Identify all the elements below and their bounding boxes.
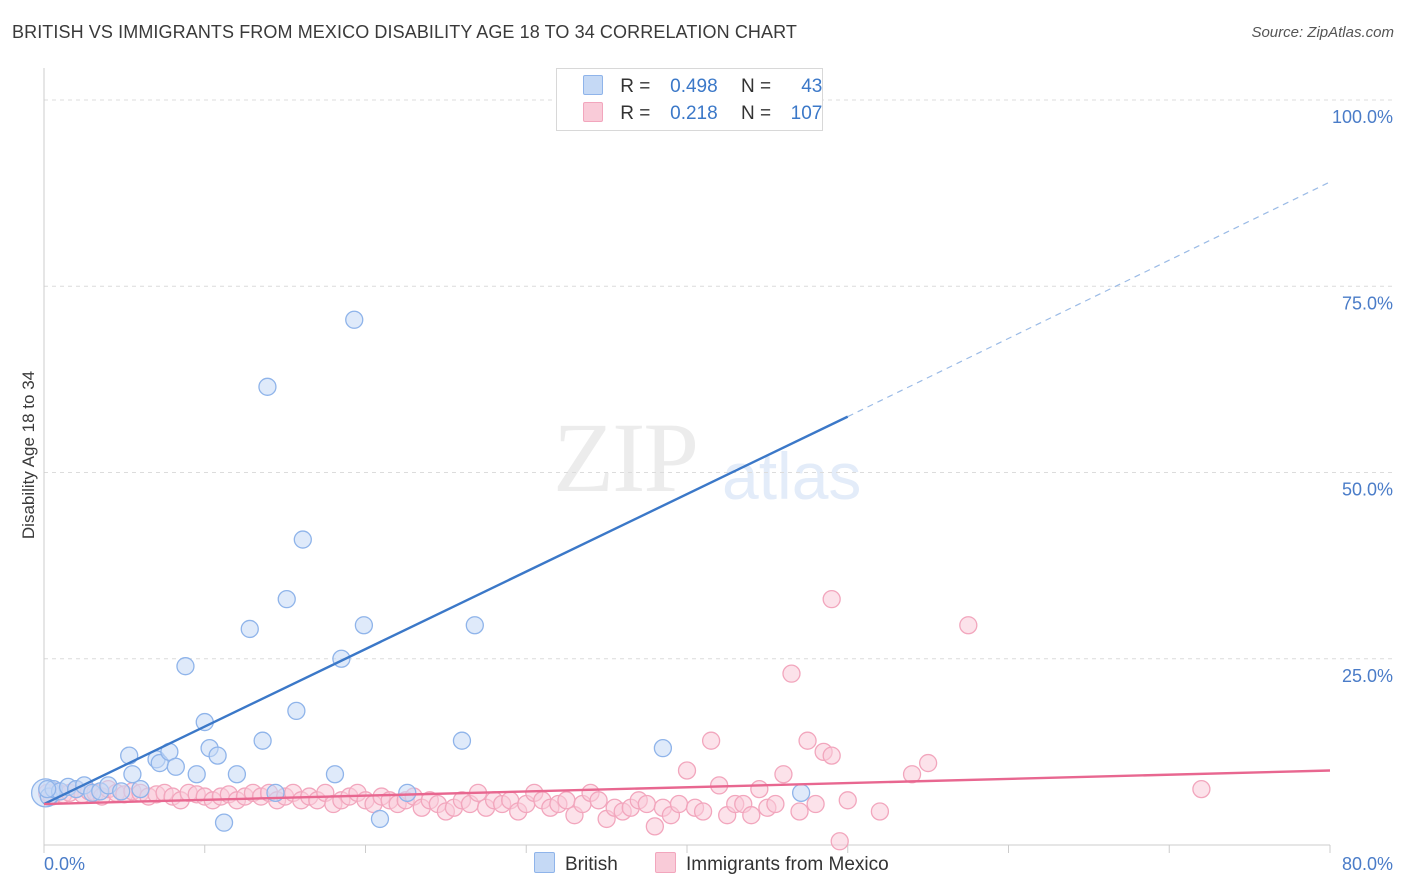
series-british	[30, 310, 811, 832]
british-point-34	[345, 310, 364, 329]
bottom-british-swatch	[534, 852, 555, 873]
x-tick-label-80: 80.0%	[1342, 854, 1393, 874]
british-point-30	[287, 701, 306, 721]
british-point-23	[214, 813, 234, 832]
british-point-18	[176, 657, 195, 676]
y-tick-label-75: 75.0%	[1342, 293, 1393, 313]
mexico-r-label: R =	[620, 103, 651, 124]
mexico-point-77	[637, 794, 656, 814]
mexico-point-85	[701, 731, 721, 750]
y-tick-label-50: 50.0%	[1342, 480, 1393, 500]
chart-title: BRITISH VS IMMIGRANTS FROM MEXICO DISABI…	[12, 22, 797, 42]
legend-box: R = 0.498 N = 43 R = 0.218 N = 107	[556, 68, 823, 131]
mexico-point-107	[822, 590, 841, 609]
mexico-swatch	[583, 102, 603, 122]
bottom-legend-british: British	[534, 852, 618, 876]
british-point-24	[227, 765, 247, 784]
british-point-39	[465, 616, 484, 635]
mexico-point-101	[830, 832, 849, 851]
british-point-19	[187, 765, 206, 784]
british-point-12	[120, 746, 139, 765]
mexico-point-78	[645, 817, 664, 836]
british-trend-line	[43, 415, 849, 806]
watermark-zip: ZIP	[553, 402, 699, 513]
legend-row-mexico: R = 0.218 N = 107	[583, 102, 822, 128]
british-point-20	[195, 712, 214, 732]
mexico-point-81	[669, 794, 689, 814]
source-label: Source: ZipAtlas.com	[1251, 24, 1394, 41]
mexico-point-84	[693, 802, 713, 821]
mexico-point-82	[677, 761, 697, 780]
y-tick-label-25: 25.0%	[1342, 666, 1393, 686]
british-point-40	[653, 739, 673, 758]
mexico-point-100	[822, 746, 841, 765]
british-point-36	[370, 809, 390, 829]
bottom-legend-mexico: Immigrants from Mexico	[655, 852, 889, 876]
mexico-point-71	[589, 791, 608, 810]
mexico-point-94	[774, 765, 793, 784]
y-axis-label: Disability Age 18 to 34	[19, 371, 38, 539]
x-tick-label-0: 0.0%	[44, 854, 85, 874]
mexico-point-108	[959, 616, 978, 635]
british-point-35	[354, 616, 374, 635]
mexico-point-104	[902, 765, 922, 784]
mexico-r-value: 0.218	[670, 103, 718, 124]
legend-row-british: R = 0.498 N = 43	[583, 75, 822, 101]
british-point-37	[398, 783, 417, 802]
british-point-25	[240, 619, 259, 639]
british-point-41	[791, 783, 811, 802]
mexico-point-90	[742, 806, 761, 825]
mexico-point-98	[806, 794, 825, 814]
trend-lines	[43, 181, 1331, 806]
axes	[43, 68, 1331, 853]
british-n-label: N =	[740, 76, 772, 97]
y-tick-label-100: 100.0%	[1332, 107, 1393, 127]
british-point-31	[293, 530, 312, 549]
british-point-26	[253, 731, 272, 750]
bottom-mexico-swatch	[655, 852, 676, 873]
mexico-trend-line	[43, 769, 1331, 806]
british-r-label: R =	[620, 76, 651, 97]
series-mexico	[38, 590, 1211, 851]
british-point-10	[112, 782, 131, 801]
british-point-38	[452, 731, 472, 750]
british-point-22	[208, 746, 227, 765]
bottom-mexico-label: Immigrants from Mexico	[686, 854, 889, 875]
british-swatch	[583, 75, 603, 95]
british-trend-extension	[847, 181, 1331, 418]
tick-labels: 100.0% 75.0% 50.0% 25.0% 0.0% 80.0%	[44, 107, 1393, 874]
british-point-17	[166, 757, 185, 776]
british-point-13	[131, 779, 150, 799]
mexico-point-96	[790, 802, 809, 821]
british-r-value: 0.498	[670, 76, 718, 97]
british-point-42	[38, 779, 57, 799]
mexico-point-102	[838, 791, 857, 810]
watermark-atlas: atlas	[722, 439, 862, 513]
mexico-point-93	[766, 794, 785, 814]
british-point-27	[258, 377, 277, 396]
british-point-32	[325, 765, 345, 784]
mexico-point-95	[782, 664, 801, 683]
mexico-point-91	[750, 779, 769, 799]
mexico-point-67	[557, 791, 576, 810]
mexico-point-105	[918, 753, 938, 773]
british-n-value: 43	[801, 76, 823, 97]
mexico-point-97	[798, 731, 817, 750]
mexico-n-value: 107	[790, 103, 823, 124]
bottom-british-label: British	[565, 854, 618, 875]
mexico-n-label: N =	[740, 103, 772, 124]
british-point-29	[277, 590, 296, 609]
grid-lines	[44, 99, 1395, 660]
mexico-point-106	[1192, 779, 1211, 799]
british-point-11	[123, 765, 142, 784]
mexico-point-103	[870, 802, 890, 821]
